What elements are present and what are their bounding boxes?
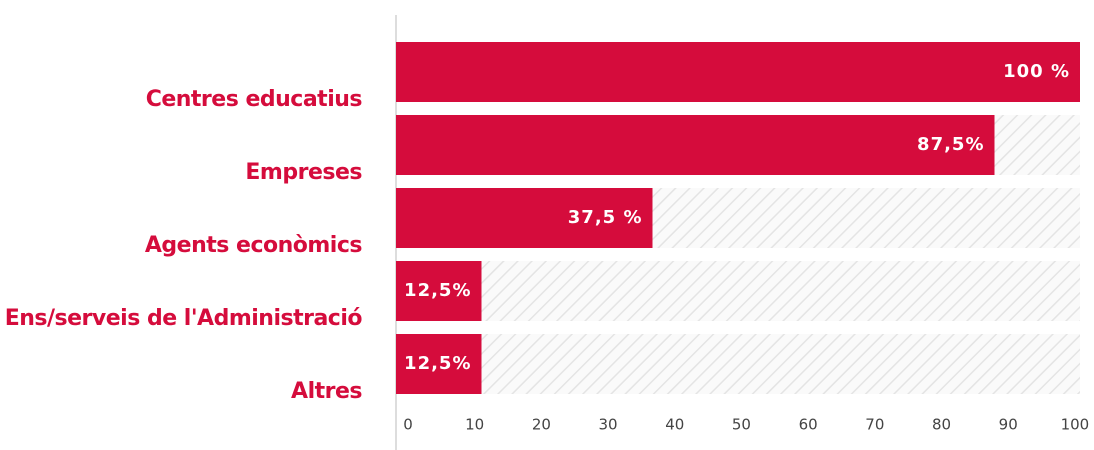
bar — [396, 261, 482, 321]
category-label: Altres — [291, 379, 362, 404]
x-tick-label: 100 — [1061, 416, 1090, 434]
value-label: 37,5 % — [568, 207, 643, 228]
bar — [396, 334, 482, 394]
x-tick-label: 60 — [799, 416, 818, 434]
bar-track — [396, 261, 1080, 321]
value-label: 12,5% — [404, 280, 471, 301]
x-tick-label: 20 — [532, 416, 551, 434]
value-label: 87,5% — [917, 134, 984, 155]
x-tick-label: 70 — [865, 416, 884, 434]
value-label: 12,5% — [404, 353, 471, 374]
x-tick-label: 50 — [732, 416, 751, 434]
category-label: Centres educatius — [146, 87, 363, 112]
bar — [396, 188, 653, 248]
x-tick-label: 80 — [932, 416, 951, 434]
x-tick-label: 10 — [465, 416, 484, 434]
x-tick-label: 30 — [599, 416, 618, 434]
x-tick-label: 40 — [665, 416, 684, 434]
bar-track — [396, 334, 1080, 394]
category-label: Empreses — [245, 160, 362, 185]
category-label: Agents econòmics — [145, 233, 362, 258]
bar — [396, 115, 995, 175]
x-tick-label: 0 — [403, 416, 413, 434]
value-label: 100 % — [1003, 61, 1070, 82]
x-tick-label: 90 — [999, 416, 1018, 434]
category-label: Ens/serveis de l'Administració — [5, 306, 363, 331]
bar — [396, 42, 1080, 102]
